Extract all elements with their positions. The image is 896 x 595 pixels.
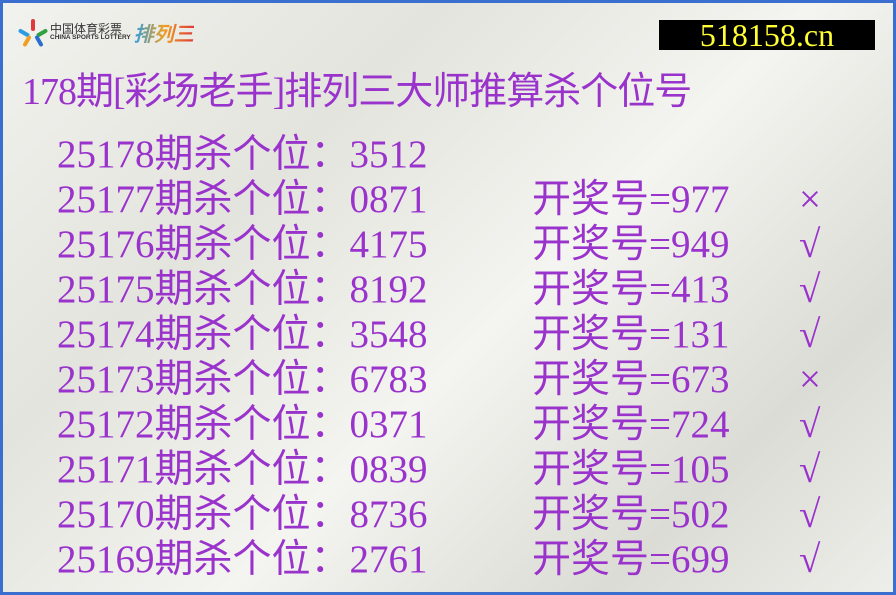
row-result: 开奖号=949 <box>532 223 730 266</box>
list-item: 25171期杀个位：0839 开奖号=105 √ <box>57 447 857 492</box>
row-mark: √ <box>799 223 821 266</box>
row-mark: √ <box>799 538 821 581</box>
row-result: 开奖号=724 <box>532 403 730 446</box>
list-item: 25169期杀个位：2761 开奖号=699 √ <box>57 537 857 582</box>
row-mark: √ <box>799 448 821 491</box>
logo-game: 排列三 <box>134 18 194 47</box>
row-result: 开奖号=673 <box>532 358 730 401</box>
row-label: 25170期杀个位：8736 <box>57 493 428 536</box>
row-result: 开奖号=977 <box>532 178 730 221</box>
list-item: 25172期杀个位：0371 开奖号=724 √ <box>57 402 857 447</box>
lottery-star-icon <box>17 18 49 47</box>
row-mark: × <box>799 358 821 401</box>
logo-cn: 中国体育彩票 <box>50 22 123 37</box>
logo-en: CHINA SPORTS LOTTERY <box>50 34 131 42</box>
row-mark: √ <box>799 313 821 356</box>
row-result: 开奖号=502 <box>532 493 730 536</box>
row-result: 开奖号=105 <box>532 448 730 491</box>
row-label: 25171期杀个位：0839 <box>57 448 428 491</box>
row-mark: × <box>799 178 821 221</box>
list-item: 25174期杀个位：3548 开奖号=131 √ <box>57 312 857 357</box>
list-item: 25178期杀个位：3512 <box>57 132 857 177</box>
row-result: 开奖号=413 <box>532 268 730 311</box>
china-sports-lottery-logo: 中国体育彩票 CHINA SPORTS LOTTERY 排列三 <box>17 18 194 47</box>
row-result: 开奖号=699 <box>532 538 730 581</box>
site-badge: 518158.cn <box>659 19 875 51</box>
page-title: 178期[彩场老手]排列三大师推算杀个位号 <box>22 71 692 113</box>
row-label: 25175期杀个位：8192 <box>57 268 428 311</box>
list-item: 25176期杀个位：4175 开奖号=949 √ <box>57 222 857 267</box>
row-label: 25169期杀个位：2761 <box>57 538 428 581</box>
row-label: 25173期杀个位：6783 <box>57 358 428 401</box>
row-result: 开奖号=131 <box>532 313 730 356</box>
row-label: 25174期杀个位：3548 <box>57 313 428 356</box>
row-label: 25172期杀个位：0371 <box>57 403 428 446</box>
list-item: 25173期杀个位：6783 开奖号=673 × <box>57 357 857 402</box>
row-mark: √ <box>799 268 821 311</box>
row-mark: √ <box>799 493 821 536</box>
list-item: 25170期杀个位：8736 开奖号=502 √ <box>57 492 857 537</box>
row-label: 25178期杀个位：3512 <box>57 133 428 176</box>
row-label: 25176期杀个位：4175 <box>57 223 428 266</box>
list-item: 25177期杀个位：0871 开奖号=977 × <box>57 177 857 222</box>
row-label: 25177期杀个位：0871 <box>57 178 428 221</box>
row-mark: √ <box>799 403 821 446</box>
list-item: 25175期杀个位：8192 开奖号=413 √ <box>57 267 857 312</box>
prediction-list: 25178期杀个位：3512 25177期杀个位：0871 开奖号=977 × 25… <box>57 132 857 582</box>
